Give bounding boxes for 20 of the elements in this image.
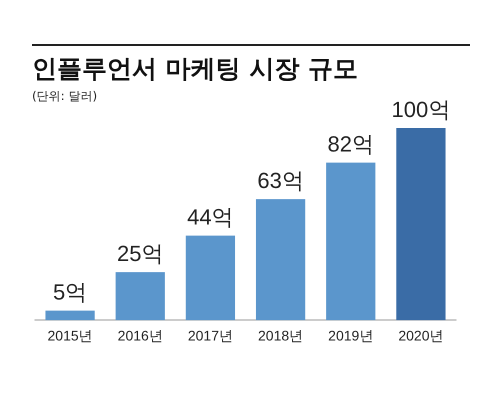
x-tick-label: 2016년	[118, 327, 163, 344]
bar	[256, 199, 306, 320]
chart-subtitle: (단위: 달러)	[32, 88, 98, 105]
bar	[186, 236, 236, 320]
bar	[326, 162, 376, 320]
bar	[116, 272, 165, 320]
bar	[396, 128, 446, 320]
x-tick-label: 2020년	[398, 327, 444, 344]
x-tick-label: 2017년	[188, 327, 233, 344]
chart-title: 인플루언서 마케팅 시장 규모	[32, 53, 358, 85]
x-tick-label: 2018년	[258, 327, 304, 344]
data-label: 44억	[187, 204, 234, 230]
data-label: 25억	[117, 241, 164, 266]
bar	[45, 310, 95, 320]
data-label: 5억	[52, 280, 88, 305]
data-label: 100억	[392, 97, 450, 122]
data-label: 82억	[328, 132, 374, 157]
x-tick-label: 2019년	[328, 327, 374, 344]
data-label: 63억	[257, 168, 304, 194]
x-tick-label: 2015년	[48, 327, 93, 344]
